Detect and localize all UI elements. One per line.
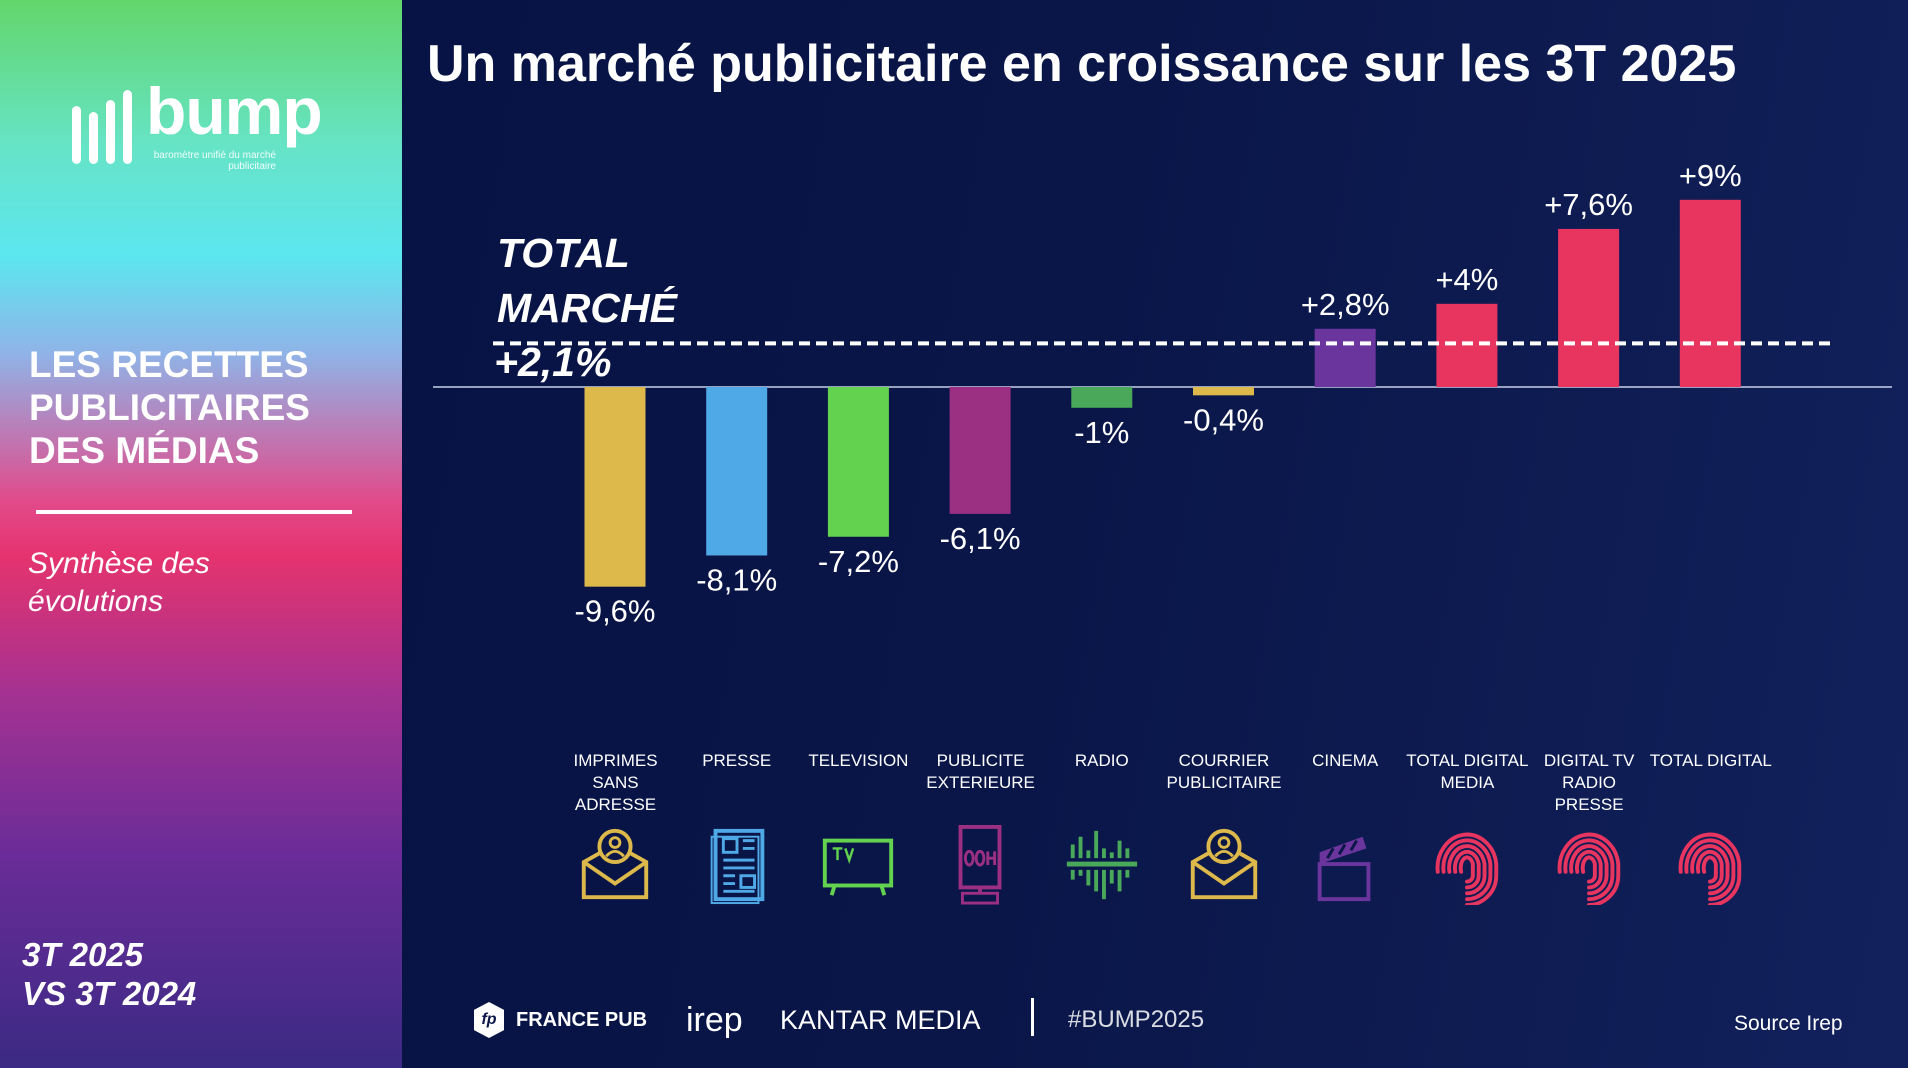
- period-label: 3T 2025 VS 3T 2024: [22, 935, 196, 1013]
- fingerprint-icon: [1557, 832, 1620, 905]
- category-label: TOTAL DIGITAL MEDIA: [1406, 751, 1529, 792]
- radio-wave-icon: [1066, 830, 1137, 900]
- logo-text: FRANCE PUB: [516, 1008, 648, 1031]
- fingerprint-icon: [1678, 832, 1742, 905]
- period-line: VS 3T 2024: [22, 975, 197, 1012]
- ref-label-line: TOTAL: [497, 230, 630, 276]
- data-label: +2,8%: [1301, 287, 1390, 322]
- reference-line-value: +2,1%: [494, 339, 612, 385]
- bar: [1679, 199, 1741, 387]
- france-pub-badge-icon: fp: [474, 1002, 504, 1038]
- data-label: -9,6%: [575, 594, 656, 629]
- category-label: RADIO: [1074, 751, 1129, 770]
- sidebar: bump baromètre unifié du marché publicit…: [0, 0, 402, 1068]
- category-label: DIGITAL TV RADIO PRESSE: [1543, 751, 1635, 814]
- divider: [36, 510, 352, 514]
- bar: [949, 387, 1011, 514]
- logo-wordmark: bump: [146, 74, 323, 148]
- fingerprint-icon: [1435, 832, 1499, 905]
- tv-icon: [823, 838, 894, 896]
- category-label: PRESSE: [702, 751, 772, 770]
- bar: [1314, 328, 1376, 387]
- irep-logo: irep: [686, 1000, 743, 1039]
- bar: [584, 387, 646, 587]
- category-label: TELEVISION: [808, 751, 909, 770]
- mail-person-icon: [1190, 828, 1257, 900]
- bar: [827, 387, 889, 537]
- bar: [706, 387, 768, 556]
- data-label: +9%: [1679, 158, 1742, 193]
- data-label: -8,1%: [696, 562, 777, 597]
- logo-subtitle: baromètre unifié du marché publicitaire: [153, 150, 276, 172]
- category-label: PUBLICITE EXTERIEURE: [926, 751, 1035, 792]
- reference-line-label: TOTAL MARCHÉ: [497, 226, 677, 336]
- footer-separator: [1031, 998, 1034, 1036]
- ref-label-line: MARCHÉ: [497, 285, 677, 331]
- ooh-billboard-icon: [958, 825, 1002, 905]
- bar: [1436, 303, 1498, 387]
- period-line: 3T 2025: [22, 936, 144, 973]
- data-label: -7,2%: [818, 544, 899, 579]
- category-label: IMPRIMES SANS ADRESSE: [573, 751, 658, 814]
- subtitle-line: évolutions: [28, 585, 164, 618]
- kantar-media-logo: KANTAR MEDIA: [780, 1004, 981, 1035]
- page-title: Un marché publicitaire en croissance sur…: [427, 35, 1737, 93]
- subtitle-line: Synthèse des: [28, 547, 210, 580]
- bar: [1193, 387, 1254, 396]
- data-label: -6,1%: [940, 521, 1021, 556]
- data-label: +7,6%: [1544, 187, 1633, 222]
- sidebar-subtitle: Synthèse des évolutions: [28, 545, 210, 621]
- data-label: -0,4%: [1183, 402, 1264, 437]
- sidebar-title: LES RECETTES PUBLICITAIRES DES MÉDIAS: [29, 344, 310, 471]
- source-note: Source Irep: [1734, 1012, 1843, 1035]
- hashtag: #BUMP2025: [1068, 1006, 1205, 1033]
- data-label: +4%: [1435, 262, 1498, 297]
- bar: [1558, 228, 1620, 387]
- mail-person-icon: [581, 828, 649, 900]
- category-label: TOTAL DIGITAL: [1649, 751, 1772, 770]
- data-label: -1%: [1074, 415, 1129, 450]
- newspaper-icon: [710, 828, 765, 905]
- category-label: COURRIER PUBLICITAIRE: [1166, 751, 1282, 792]
- clapperboard-icon: [1317, 836, 1371, 902]
- france-pub-logo: fp FRANCE PUB: [474, 1000, 647, 1040]
- bump-logo-bars-icon: [72, 90, 132, 164]
- bar: [1071, 387, 1133, 408]
- category-label: CINEMA: [1312, 751, 1379, 770]
